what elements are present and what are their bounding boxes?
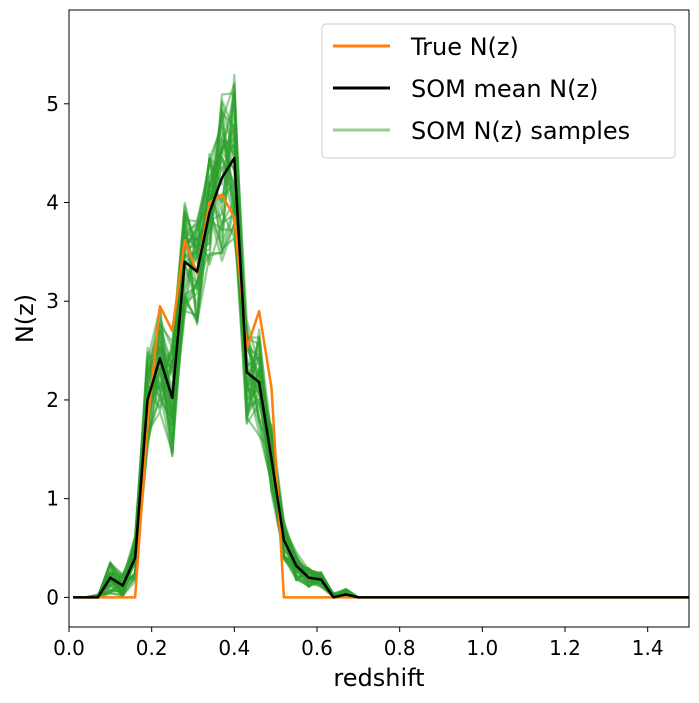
x-tick-label: 0.0 bbox=[53, 636, 85, 660]
x-tick-label: 1.0 bbox=[466, 636, 498, 660]
legend: True N(z) SOM mean N(z) SOM N(z) samples bbox=[321, 23, 676, 159]
y-axis-label: N(z) bbox=[11, 294, 39, 343]
y-tick-label: 2 bbox=[46, 388, 59, 412]
y-tick-label: 5 bbox=[46, 92, 59, 116]
x-tick-label: 1.2 bbox=[549, 636, 581, 660]
plot-frame bbox=[68, 9, 690, 628]
legend-label: SOM mean N(z) bbox=[411, 75, 598, 103]
x-tick-label: 0.4 bbox=[218, 636, 250, 660]
legend-label: True N(z) bbox=[410, 33, 519, 61]
som-mean-nz-line bbox=[73, 156, 689, 599]
som-samples-layer bbox=[73, 73, 689, 599]
x-axis-label: redshift bbox=[333, 664, 424, 692]
legend-box bbox=[321, 23, 676, 159]
x-tick-label: 0.8 bbox=[384, 636, 416, 660]
x-tick-label: 1.4 bbox=[632, 636, 664, 660]
y-tick-label: 3 bbox=[46, 289, 59, 313]
x-tick-label: 0.2 bbox=[136, 636, 168, 660]
x-tick-label: 0.6 bbox=[301, 636, 333, 660]
y-tick-label: 0 bbox=[46, 585, 59, 609]
y-tick-label: 4 bbox=[46, 191, 59, 215]
y-tick-label: 1 bbox=[46, 487, 59, 511]
true-nz-line bbox=[73, 193, 689, 599]
series-lines-layer bbox=[73, 156, 689, 599]
ticks-layer: 0.0 0.2 0.4 0.6 0.8 1.0 1.2 1.4 0 1 2 3 4 5 bbox=[46, 92, 663, 660]
legend-label: SOM N(z) samples bbox=[411, 117, 630, 145]
